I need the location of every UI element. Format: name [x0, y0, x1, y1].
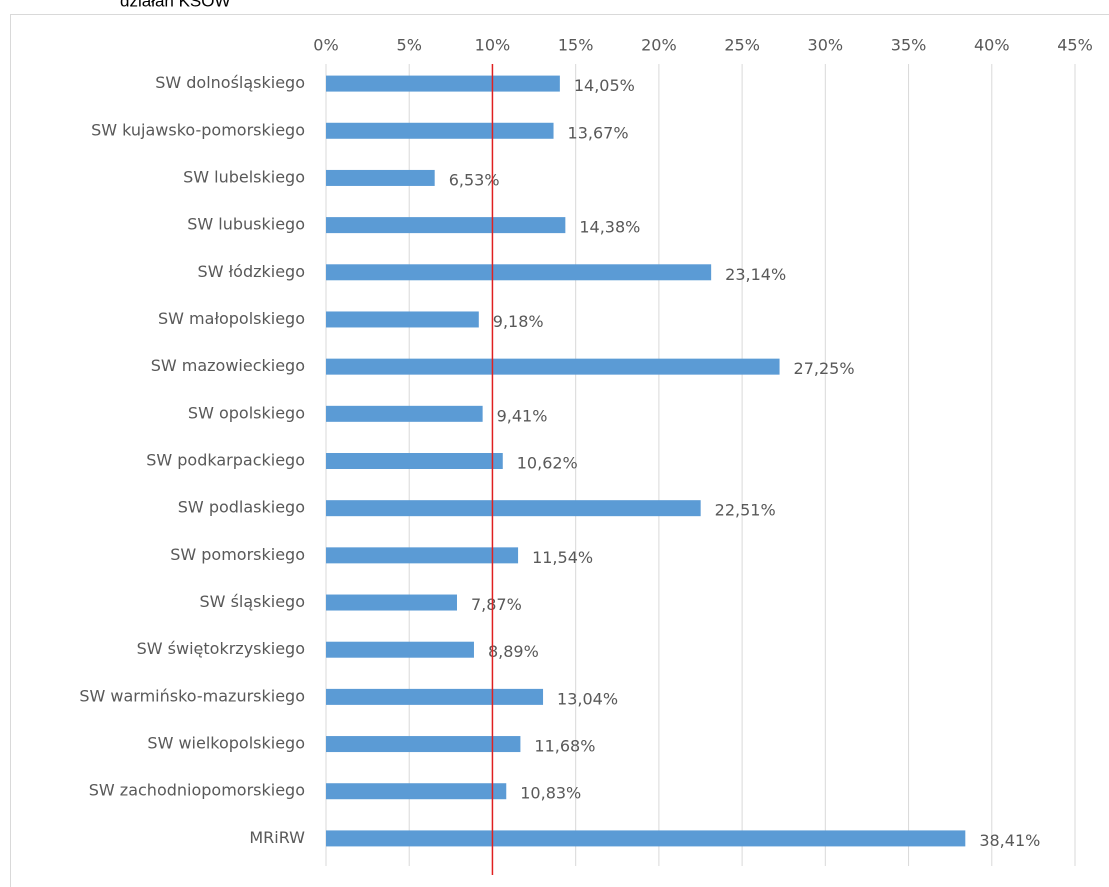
data-label: 38,41%: [979, 831, 1040, 850]
y-tick-label: SW lubelskiego: [183, 167, 305, 186]
x-tick-label: 20%: [641, 36, 677, 55]
y-tick-label: SW kujawsko-pomorskiego: [91, 120, 305, 139]
x-tick-label: 30%: [808, 36, 844, 55]
data-label: 14,38%: [579, 218, 640, 237]
data-label: 9,41%: [497, 406, 548, 425]
x-tick-label: 35%: [891, 36, 927, 55]
bar: [326, 641, 474, 658]
y-tick-label: SW łódzkiego: [198, 262, 305, 281]
bar: [326, 688, 544, 705]
x-tick-label: 0%: [313, 36, 338, 55]
x-tick-label: 40%: [974, 36, 1010, 55]
bar: [326, 122, 554, 139]
y-tick-label: SW podlaskiego: [178, 498, 305, 517]
y-tick-label: SW małopolskiego: [158, 309, 305, 328]
y-tick-label: SW dolnośląskiego: [155, 73, 305, 92]
bar: [326, 217, 566, 234]
data-label: 7,87%: [471, 595, 522, 614]
x-tick-label: 15%: [558, 36, 594, 55]
data-label: 13,67%: [568, 123, 629, 142]
bar: [326, 500, 701, 517]
y-tick-label: SW śląskiego: [200, 592, 305, 611]
bar: [326, 736, 521, 753]
y-tick-label: SW opolskiego: [188, 403, 305, 422]
data-label: 8,89%: [488, 642, 539, 661]
y-tick-label: SW zachodniopomorskiego: [89, 781, 305, 800]
data-label: 27,25%: [794, 359, 855, 378]
data-label: 13,04%: [557, 689, 618, 708]
data-label: 10,83%: [520, 784, 581, 803]
y-tick-label: SW mazowieckiego: [151, 356, 305, 375]
data-label: 22,51%: [715, 501, 776, 520]
bar: [326, 75, 560, 92]
y-tick-label: SW wielkopolskiego: [147, 734, 305, 753]
y-tick-label: SW pomorskiego: [170, 545, 305, 564]
data-label: 11,54%: [532, 548, 593, 567]
data-label: 6,53%: [449, 170, 500, 189]
bar: [326, 405, 483, 422]
chart-title: działań KSOW: [120, 0, 231, 10]
data-label: 10,62%: [517, 454, 578, 473]
bar: [326, 453, 503, 469]
bar: [326, 594, 457, 611]
bar: [326, 830, 966, 847]
x-tick-label: 45%: [1057, 36, 1093, 55]
bar: [326, 169, 435, 186]
x-tick-label: 10%: [475, 36, 511, 55]
y-tick-label: SW warmińsko-mazurskiego: [79, 686, 305, 705]
bar: [326, 783, 507, 800]
data-label: 14,05%: [574, 76, 635, 95]
x-tick-label: 5%: [397, 36, 422, 55]
data-label: 11,68%: [534, 737, 595, 756]
data-label: 23,14%: [725, 265, 786, 284]
y-tick-label: MRiRW: [249, 828, 305, 847]
y-tick-label: SW lubuskiego: [187, 215, 305, 234]
y-tick-label: SW świętokrzyskiego: [137, 639, 305, 658]
data-label: 9,18%: [493, 312, 544, 331]
bar: [326, 358, 780, 375]
bar: [326, 311, 479, 328]
x-tick-label: 25%: [724, 36, 760, 55]
bar: [326, 547, 519, 564]
bar: [326, 264, 712, 281]
y-tick-label: SW podkarpackiego: [146, 451, 305, 470]
chart-frame: [10, 14, 1109, 887]
